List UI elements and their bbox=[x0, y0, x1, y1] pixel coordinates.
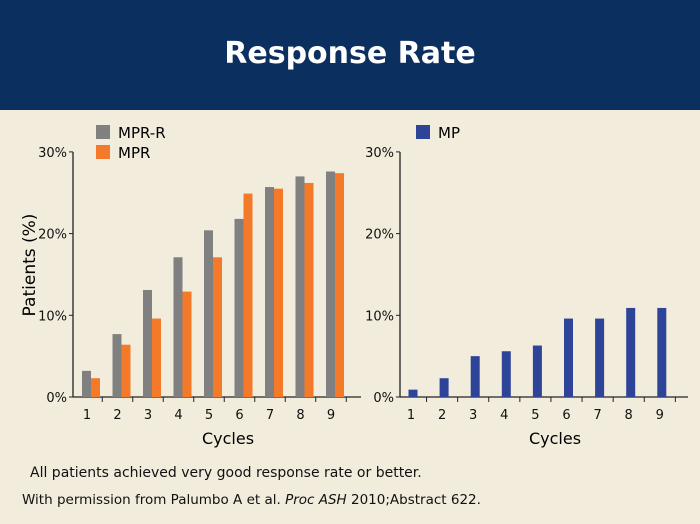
x-tick-label: 3 bbox=[469, 408, 477, 423]
x-tick-label: 2 bbox=[438, 408, 446, 423]
y-tick-label: 0% bbox=[373, 391, 394, 406]
x-tick-label: 3 bbox=[144, 408, 152, 423]
x-tick-label: 1 bbox=[407, 408, 415, 423]
x-tick-label: 4 bbox=[500, 408, 508, 423]
legend-swatch bbox=[96, 125, 110, 139]
citation-text: With permission from Palumbo A et al. bbox=[22, 492, 286, 508]
bar-mpr-r bbox=[112, 334, 122, 397]
y-tick-label: 20% bbox=[365, 228, 394, 243]
x-tick-label: 5 bbox=[531, 408, 539, 423]
bar-mpr bbox=[243, 193, 253, 397]
y-tick-label: 10% bbox=[38, 309, 67, 324]
bar-mpr bbox=[91, 378, 100, 397]
bar-mp bbox=[439, 378, 449, 397]
legend-label: MP bbox=[438, 124, 460, 142]
bar-mpr-r bbox=[295, 176, 305, 397]
bar-mpr-r bbox=[326, 171, 335, 397]
x-tick-label: 1 bbox=[83, 408, 91, 423]
x-tick-label: 6 bbox=[562, 408, 570, 423]
citation-journal: Proc ASH bbox=[285, 492, 347, 508]
x-tick-label: 5 bbox=[205, 408, 213, 423]
x-tick-label: 4 bbox=[174, 408, 182, 423]
y-tick-label: 20% bbox=[38, 228, 67, 243]
legend-swatch bbox=[96, 145, 110, 159]
x-tick-label: 8 bbox=[296, 408, 304, 423]
footnote: All patients achieved very good response… bbox=[30, 465, 422, 481]
citation: With permission from Palumbo A et al. Pr… bbox=[22, 492, 481, 508]
bar-mpr-r bbox=[234, 218, 244, 397]
bar-mpr-r bbox=[265, 187, 274, 397]
bar-mp bbox=[408, 389, 418, 397]
y-axis-title: Patients (%) bbox=[20, 214, 40, 317]
bar-mpr bbox=[274, 188, 283, 397]
bar-mp bbox=[657, 307, 667, 397]
bar-mp bbox=[501, 351, 511, 397]
bar-mp bbox=[470, 356, 480, 397]
y-tick-label: 30% bbox=[38, 146, 67, 161]
bar-mpr-r bbox=[82, 370, 91, 397]
bar-mpr bbox=[304, 182, 314, 397]
bar-mp bbox=[626, 307, 636, 397]
slide-title: Response Rate bbox=[224, 36, 476, 71]
x-tick-label: 9 bbox=[327, 408, 335, 423]
x-tick-label: 6 bbox=[235, 408, 243, 423]
x-tick-label: 2 bbox=[113, 408, 121, 423]
y-tick-label: 10% bbox=[365, 309, 394, 324]
header-bar: Response Rate bbox=[0, 0, 700, 110]
legend-swatch bbox=[416, 125, 430, 139]
x-axis-title: Cycles bbox=[202, 429, 254, 448]
y-tick-label: 30% bbox=[365, 146, 394, 161]
y-tick-label: 0% bbox=[46, 391, 67, 406]
bar-mpr-r bbox=[173, 257, 183, 397]
bar-mp bbox=[595, 318, 605, 397]
x-tick-label: 7 bbox=[593, 408, 601, 423]
bar-mpr bbox=[213, 257, 222, 397]
bar-mpr bbox=[152, 318, 161, 397]
legend-label: MPR-R bbox=[118, 124, 166, 142]
bar-mpr bbox=[335, 173, 344, 397]
x-tick-label: 7 bbox=[266, 408, 274, 423]
bar-mpr-r bbox=[204, 230, 213, 397]
bar-mpr bbox=[182, 291, 192, 397]
bar-mp bbox=[564, 318, 573, 397]
bar-mp bbox=[532, 345, 542, 397]
bar-mpr bbox=[121, 344, 131, 397]
bar-mpr-r bbox=[143, 289, 152, 397]
x-axis-title: Cycles bbox=[529, 429, 581, 448]
legend-label: MPR bbox=[118, 144, 150, 162]
x-tick-label: 9 bbox=[656, 408, 664, 423]
citation-ref: 2010;Abstract 622. bbox=[346, 492, 481, 508]
x-tick-label: 8 bbox=[625, 408, 633, 423]
